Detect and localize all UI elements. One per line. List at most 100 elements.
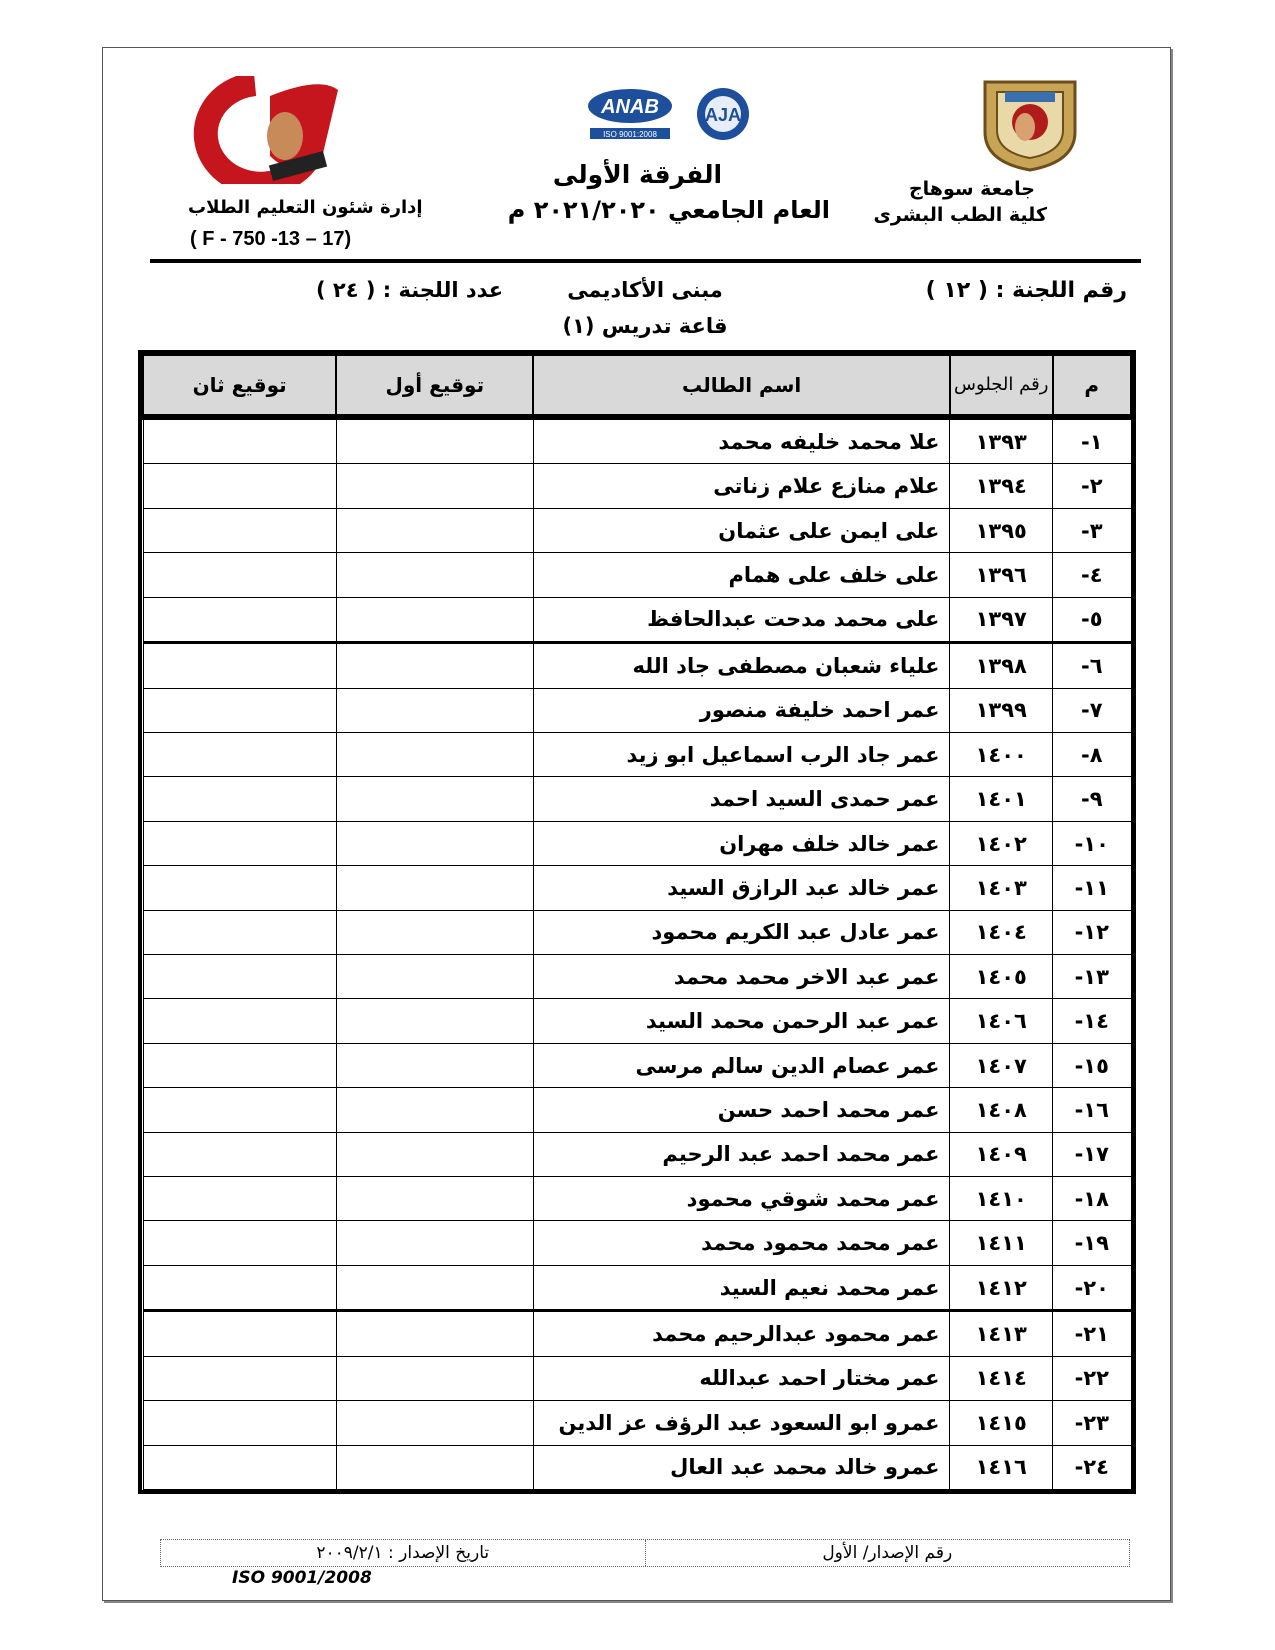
hall-name: قاعة تدريس (١) — [562, 314, 728, 338]
seat-number: ١٤١٤ — [949, 1355, 1054, 1402]
table-row: ١- ١٣٩٣ علا محمد خليفه محمد — [142, 416, 1132, 465]
table-row: ٧- ١٣٩٩ عمر احمد خليفة منصور — [142, 687, 1132, 733]
col-header-index: م — [1051, 354, 1133, 420]
first-signature-cell — [335, 909, 534, 956]
student-name: عمر محمد شوقي محمود — [532, 1176, 951, 1222]
accreditation-logos: ANAB ISO 9001:2008 AJA — [585, 86, 765, 142]
student-name: على خلف على همام — [532, 552, 951, 598]
col-header-seat-number: رقم الجلوس — [948, 354, 1054, 420]
seat-number: ١٤١٣ — [949, 1310, 1054, 1357]
department-name: إدارة شئون التعليم الطلاب — [188, 197, 423, 218]
seat-number: ١٤١١ — [949, 1220, 1054, 1266]
seat-number: ١٤٠٢ — [949, 820, 1054, 867]
first-signature-cell — [335, 1444, 534, 1491]
seat-number: ١٣٩٧ — [949, 596, 1054, 644]
row-index: ١٨- — [1052, 1176, 1132, 1222]
table-row: ١١- ١٤٠٣ عمر خالد عبد الرازق السيد — [142, 865, 1132, 911]
row-index: ١٧- — [1052, 1131, 1132, 1178]
student-name: عمر محمد نعيم السيد — [532, 1264, 951, 1312]
student-name: عمر محمود عبدالرحيم محمد — [532, 1310, 951, 1357]
row-index: ٢١- — [1052, 1310, 1132, 1357]
second-signature-cell — [142, 1087, 337, 1133]
table-row: ٢- ١٣٩٤ علام منازع علام زناتى — [142, 463, 1132, 509]
row-index: ٢٤- — [1052, 1444, 1132, 1491]
first-signature-cell — [335, 596, 534, 644]
first-signature-cell — [335, 687, 534, 733]
academic-year: العام الجامعي ٢٠٢١/٢٠٢٠ م — [507, 196, 830, 224]
student-name: عمر محمد محمود محمد — [532, 1220, 951, 1266]
committee-count: عدد اللجنة : ( ٢٤ ) — [316, 278, 504, 302]
first-signature-cell — [335, 1264, 534, 1312]
student-name: عمر حمدى السيد احمد — [532, 776, 951, 822]
iso-label: ISO 9001/2008 — [232, 1568, 372, 1588]
seat-number: ١٤٠٨ — [949, 1087, 1054, 1133]
second-signature-cell — [142, 463, 337, 509]
second-signature-cell — [142, 1220, 337, 1266]
table-row: ١٥- ١٤٠٧ عمر عصام الدين سالم مرسى — [142, 1042, 1132, 1089]
row-index: ٤- — [1052, 552, 1132, 598]
table-row: ٢١- ١٤١٣ عمر محمود عبدالرحيم محمد — [142, 1310, 1132, 1357]
row-index: ٥- — [1052, 596, 1132, 644]
seat-number: ١٣٩٥ — [949, 507, 1054, 554]
table-row: ٢٢- ١٤١٤ عمر مختار احمد عبدالله — [142, 1355, 1132, 1402]
table-row: ١٧- ١٤٠٩ عمر محمد احمد عبد الرحيم — [142, 1131, 1132, 1178]
seat-number: ١٤١٠ — [949, 1176, 1054, 1222]
seat-number: ١٤٠٧ — [949, 1042, 1054, 1089]
second-signature-cell — [142, 998, 337, 1044]
second-signature-cell — [142, 1176, 337, 1222]
second-signature-cell — [142, 731, 337, 778]
student-name: على ايمن على عثمان — [532, 507, 951, 554]
svg-text:ANAB: ANAB — [600, 96, 659, 118]
level-title: الفرقة الأولى — [552, 160, 723, 189]
sohag-university-seal-logo — [975, 72, 1085, 172]
seat-number: ١٣٩٩ — [949, 687, 1054, 733]
second-signature-cell — [142, 596, 337, 644]
first-signature-cell — [335, 1176, 534, 1222]
table-row: ٢٠- ١٤١٢ عمر محمد نعيم السيد — [142, 1264, 1132, 1312]
seat-number: ١٤٠٤ — [949, 909, 1054, 956]
second-signature-cell — [142, 820, 337, 867]
second-signature-cell — [142, 1444, 337, 1491]
student-name: عمر خالد خلف مهران — [532, 820, 951, 867]
second-signature-cell — [142, 1264, 337, 1312]
first-signature-cell — [335, 463, 534, 509]
table-row: ٢٣- ١٤١٥ عمرو ابو السعود عبد الرؤف عز الدي… — [142, 1400, 1132, 1446]
page-frame — [102, 47, 1171, 1601]
seat-number: ١٤٠٣ — [949, 865, 1054, 911]
seat-number: ١٤٠٠ — [949, 731, 1054, 778]
row-index: ١٥- — [1052, 1042, 1132, 1089]
student-name: علام منازع علام زناتى — [532, 463, 951, 509]
svg-text:ISO 9001:2008: ISO 9001:2008 — [603, 130, 657, 139]
col-header-second-signature: توقيع ثان — [141, 354, 338, 420]
row-index: ١٣- — [1052, 954, 1132, 1000]
student-name: عمر محمد احمد حسن — [532, 1087, 951, 1133]
first-signature-cell — [335, 1355, 534, 1402]
seat-number: ١٤٠٦ — [949, 998, 1054, 1044]
row-index: ٦- — [1052, 642, 1132, 689]
second-signature-cell — [142, 416, 337, 465]
row-index: ١٢- — [1052, 909, 1132, 956]
first-signature-cell — [335, 731, 534, 778]
row-index: ٨- — [1052, 731, 1132, 778]
table-header-row: م رقم الجلوس اسم الطالب توقيع أول توقيع … — [141, 354, 1133, 420]
table-row: ١٩- ١٤١١ عمر محمد محمود محمد — [142, 1220, 1132, 1266]
row-index: ١٩- — [1052, 1220, 1132, 1266]
row-index: ١٠- — [1052, 820, 1132, 867]
second-signature-cell — [142, 954, 337, 1000]
row-index: ١٦- — [1052, 1087, 1132, 1133]
students-table: م رقم الجلوس اسم الطالب توقيع أول توقيع … — [138, 350, 1136, 1494]
student-name: عمر محمد احمد عبد الرحيم — [532, 1131, 951, 1178]
row-index: ٢- — [1052, 463, 1132, 509]
footer-box: رقم الإصدار/ الأول تاريخ الإصدار : ٢٠٠٩/… — [160, 1539, 1130, 1567]
seat-number: ١٤١٥ — [949, 1400, 1054, 1446]
second-signature-cell — [142, 642, 337, 689]
table-row: ٥- ١٣٩٧ على محمد مدحت عبدالحافظ — [142, 596, 1132, 644]
first-signature-cell — [335, 998, 534, 1044]
first-signature-cell — [335, 1087, 534, 1133]
first-signature-cell — [335, 642, 534, 689]
second-signature-cell — [142, 865, 337, 911]
second-signature-cell — [142, 909, 337, 956]
seat-number: ١٣٩٦ — [949, 552, 1054, 598]
seat-number: ١٤١٢ — [949, 1264, 1054, 1312]
